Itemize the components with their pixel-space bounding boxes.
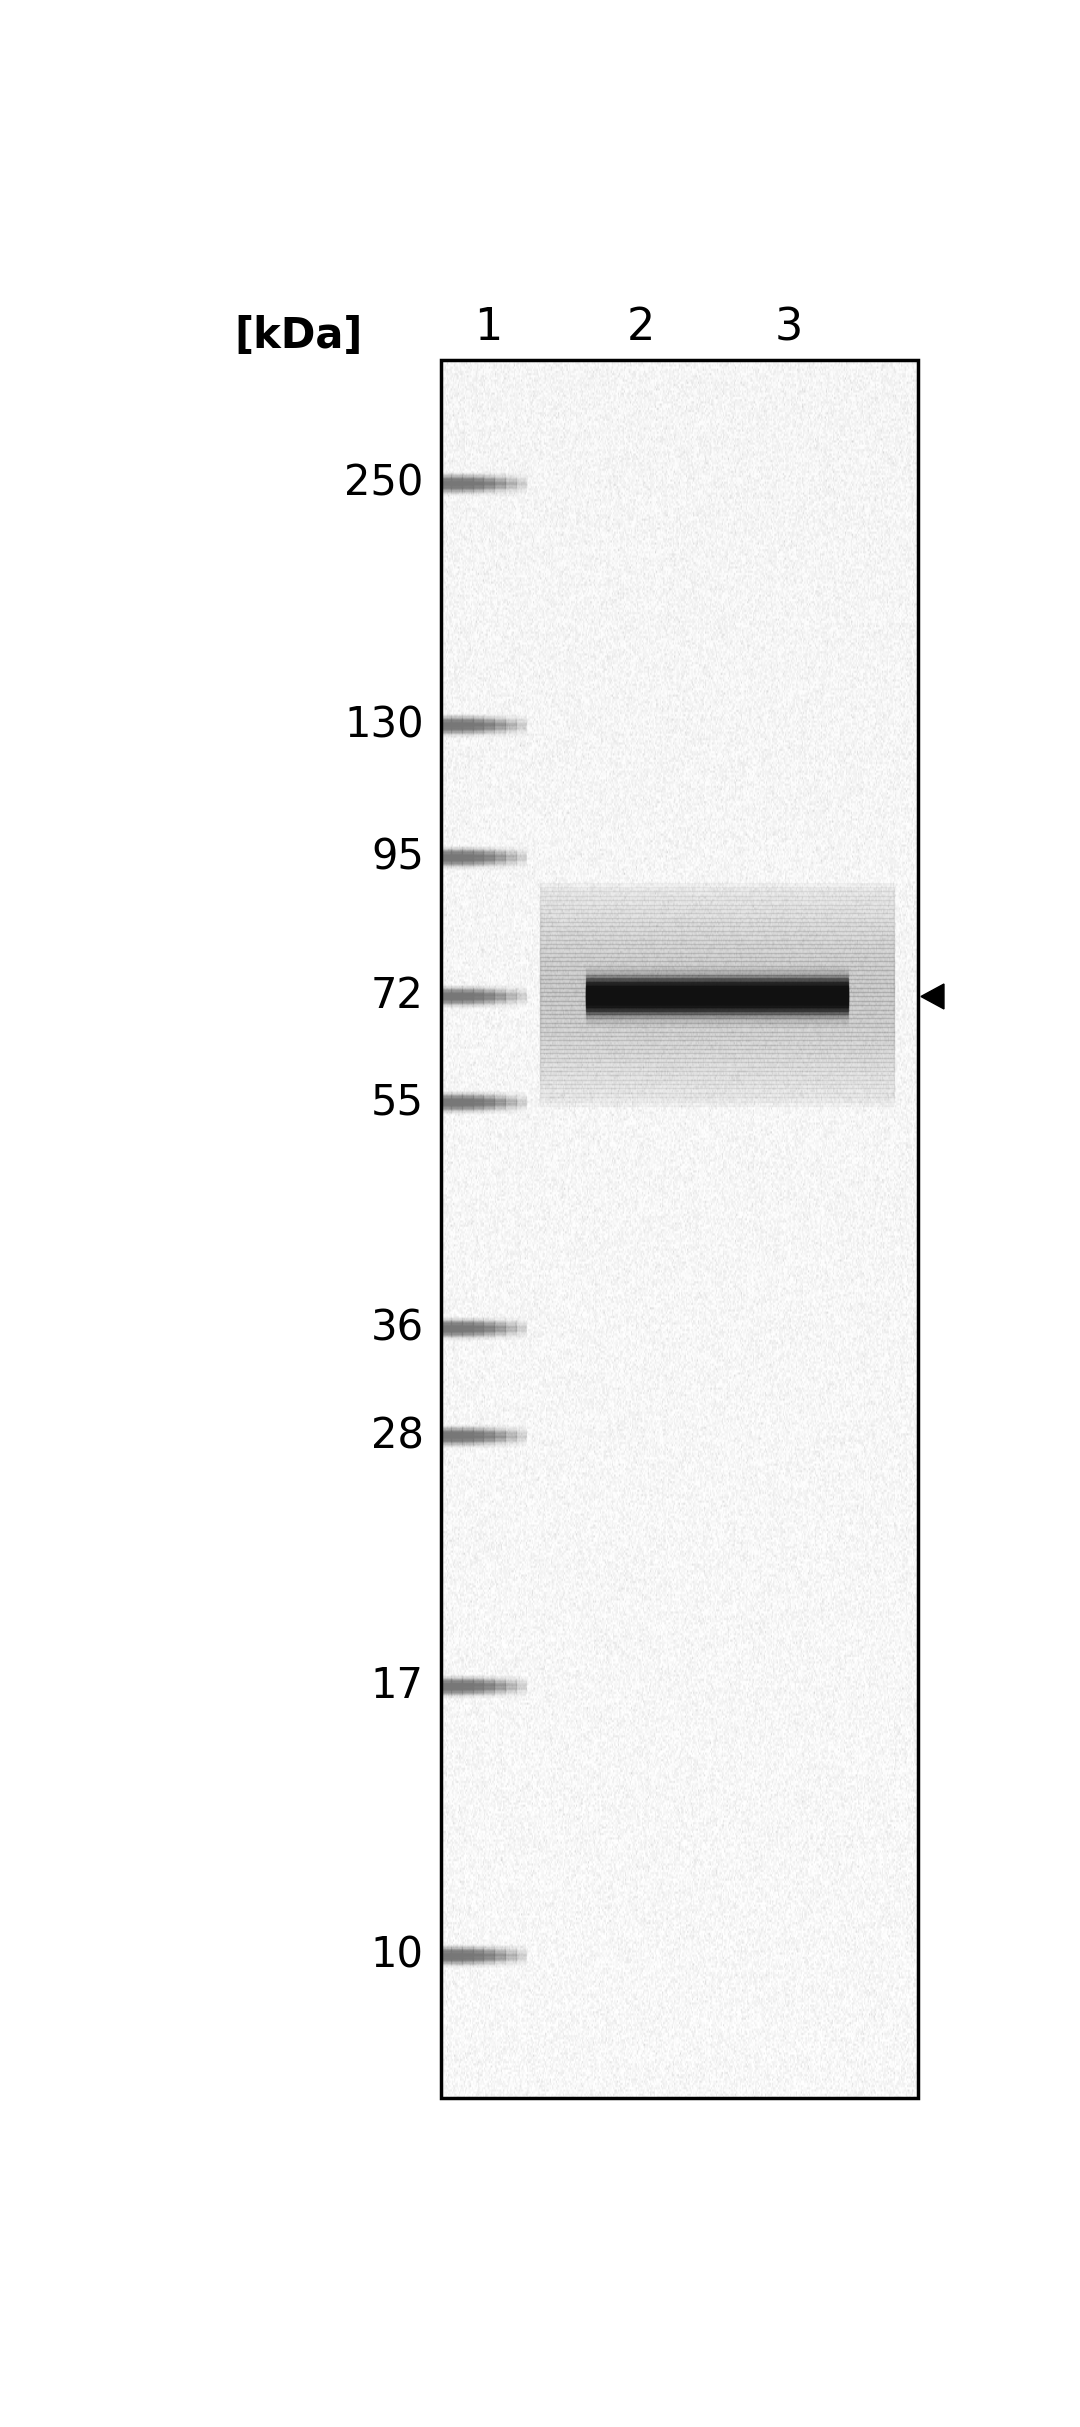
- Text: 72: 72: [372, 976, 423, 1017]
- Bar: [540, 927, 894, 934]
- Bar: [540, 934, 894, 944]
- Bar: [540, 896, 894, 905]
- Bar: [540, 1036, 894, 1044]
- Text: 17: 17: [370, 1665, 423, 1709]
- Bar: [540, 971, 894, 978]
- Text: 250: 250: [345, 464, 423, 505]
- Text: 55: 55: [370, 1082, 423, 1124]
- Bar: [540, 997, 894, 1005]
- Bar: [540, 1041, 894, 1048]
- Bar: [540, 1019, 894, 1027]
- Bar: [441, 359, 918, 2099]
- Bar: [540, 1087, 894, 1097]
- Bar: [540, 1058, 894, 1065]
- Bar: [540, 1097, 894, 1107]
- Bar: [540, 905, 894, 913]
- Text: 2: 2: [626, 306, 656, 349]
- Bar: [540, 949, 894, 956]
- Bar: [540, 883, 894, 891]
- Text: [kDa]: [kDa]: [234, 316, 363, 357]
- Bar: [540, 966, 894, 976]
- Bar: [540, 988, 894, 997]
- Bar: [540, 1075, 894, 1085]
- Text: 3: 3: [774, 306, 802, 349]
- Bar: [540, 1000, 894, 1010]
- Bar: [540, 956, 894, 966]
- Bar: [540, 976, 894, 983]
- Bar: [540, 993, 894, 1000]
- Bar: [540, 1070, 894, 1080]
- Text: 36: 36: [370, 1308, 423, 1349]
- Bar: [540, 1031, 894, 1041]
- Polygon shape: [921, 983, 944, 1010]
- Bar: [540, 922, 894, 932]
- Bar: [540, 1092, 894, 1102]
- Bar: [540, 913, 894, 922]
- Bar: [540, 983, 894, 993]
- Bar: [540, 1065, 894, 1075]
- Bar: [540, 1005, 894, 1014]
- Text: 1: 1: [474, 306, 502, 349]
- Bar: [540, 961, 894, 971]
- Bar: [540, 1048, 894, 1058]
- Bar: [540, 939, 894, 949]
- Bar: [540, 932, 894, 939]
- Bar: [540, 1085, 894, 1092]
- Text: 10: 10: [370, 1934, 423, 1978]
- Text: 95: 95: [370, 837, 423, 879]
- Bar: [540, 1063, 894, 1070]
- Bar: [540, 900, 894, 908]
- Bar: [540, 1010, 894, 1019]
- Bar: [540, 886, 894, 896]
- Bar: [540, 978, 894, 988]
- Bar: [540, 917, 894, 927]
- Bar: [540, 1053, 894, 1063]
- Text: 28: 28: [370, 1415, 423, 1456]
- Text: 130: 130: [345, 704, 423, 748]
- Bar: [540, 944, 894, 954]
- Bar: [540, 954, 894, 961]
- Bar: [540, 891, 894, 900]
- Bar: [540, 1080, 894, 1087]
- Bar: [540, 908, 894, 917]
- Bar: [540, 1014, 894, 1022]
- Bar: [540, 1044, 894, 1053]
- Bar: [540, 1027, 894, 1036]
- Bar: [540, 1022, 894, 1031]
